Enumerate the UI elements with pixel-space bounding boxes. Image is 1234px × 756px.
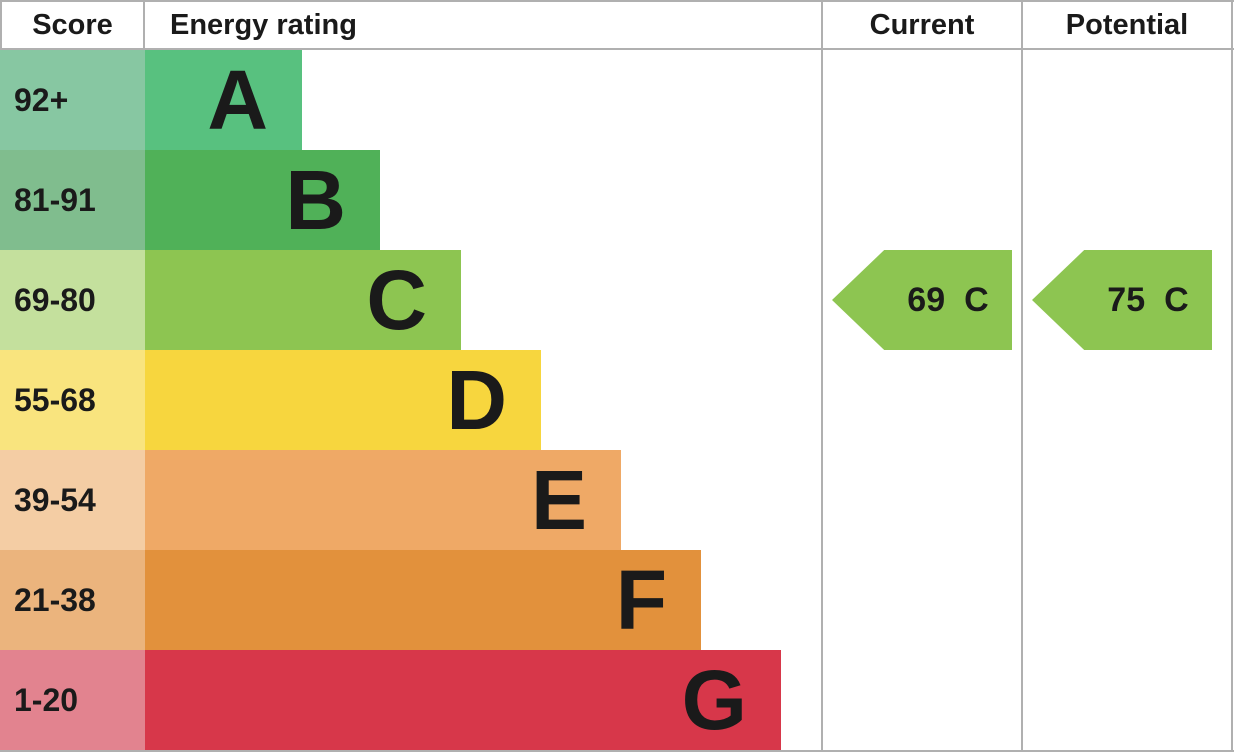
rating-bar: E [145,450,621,550]
band-row: 21-38 F [0,550,1234,650]
rating-bands: 92+ A 81-91 B 69-80 C 55-68 D 39-54 E 21… [0,50,1234,750]
score-cell: 21-38 [0,550,145,650]
score-cell: 92+ [0,50,145,150]
band-letter: B [285,153,346,247]
current-potential-divider-line [1021,0,1023,752]
current-rating-band: C [964,280,989,319]
current-column-header: Current [869,8,975,41]
score-column-header: Score [32,8,113,41]
top-border-line [0,0,1234,2]
rating-bar: C [145,250,461,350]
potential-rating-value: 75 [1107,280,1146,319]
rating-bar: D [145,350,541,450]
band-row: 81-91 B [0,150,1234,250]
header-left-border-line [0,0,2,50]
rating-bar: B [145,150,380,250]
score-cell: 55-68 [0,350,145,450]
band-row: 69-80 C [0,250,1234,350]
band-letter: A [207,53,268,147]
band-letter: D [446,353,507,447]
score-cell: 81-91 [0,150,145,250]
band-letter: G [681,653,747,747]
energy-rating-column-header: Energy rating [170,8,357,41]
band-letter: E [530,453,587,547]
score-cell: 39-54 [0,450,145,550]
rating-bar: A [145,50,302,150]
current-rating-value: 69 [907,280,946,319]
rating-bar: G [145,650,781,750]
band-row: 1-20 G [0,650,1234,750]
header-bottom-line [0,48,1234,50]
score-rating-divider-line [143,0,145,50]
band-letter: F [615,553,667,647]
potential-rating-band: C [1164,280,1189,319]
bottom-border-line [0,750,1234,752]
band-row: 55-68 D [0,350,1234,450]
rating-bar: F [145,550,701,650]
score-cell: 1-20 [0,650,145,750]
band-letter: C [366,253,427,347]
band-row: 92+ A [0,50,1234,150]
band-row: 39-54 E [0,450,1234,550]
potential-column-header: Potential [1065,8,1189,41]
right-border-line [1231,0,1233,752]
rating-current-divider-line [821,0,823,752]
score-cell: 69-80 [0,250,145,350]
